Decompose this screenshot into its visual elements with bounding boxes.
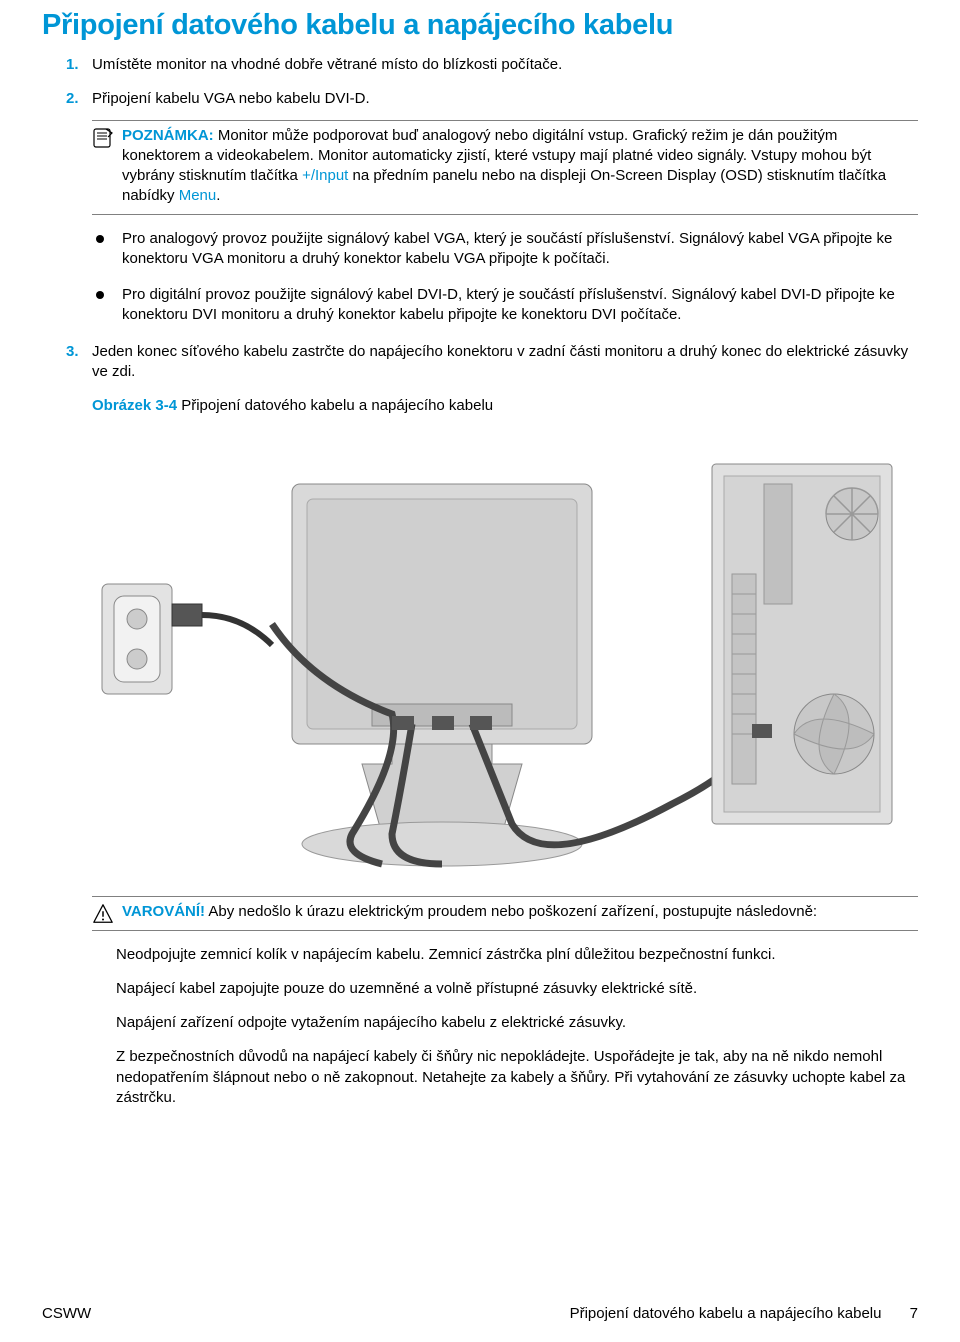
warning-icon [92,903,114,925]
figure-caption-text: Připojení datového kabelu a napájecího k… [177,397,493,414]
figure-caption: Obrázek 3-4 Připojení datového kabelu a … [92,396,918,416]
step-list: 1. Umístěte monitor na vhodné dobře větr… [42,55,918,1108]
figure-ref: Obrázek 3-4 [92,397,177,414]
step-text: Jeden konec síťového kabelu zastrčte do … [92,343,908,380]
bullet-dvi: Pro digitální provoz použijte signálový … [92,285,918,326]
warning-para: Napájecí kabel zapojujte pouze do uzemně… [116,979,918,999]
menu-button-ref: Menu [179,187,217,204]
warning-para: Z bezpečnostních důvodů na napájecí kabe… [116,1047,918,1108]
warning-para: Neodpojujte zemnicí kolík v napájecím ka… [116,945,918,965]
step-2: 2. Připojení kabelu VGA nebo kabelu DVI-… [66,89,918,325]
note-text: . [216,187,220,204]
note-icon [92,127,114,149]
footer-section-title: Připojení datového kabelu a napájecího k… [570,1305,882,1322]
bullet-vga: Pro analogový provoz použijte signálový … [92,229,918,270]
warning-lead: VAROVÁNÍ! Aby nedošlo k úrazu elektrický… [122,902,918,922]
sub-bullet-list: Pro analogový provoz použijte signálový … [92,229,918,326]
page-footer: CSWW Připojení datového kabelu a napájec… [0,1304,960,1324]
step-text: Umístěte monitor na vhodné dobře větrané… [92,56,562,73]
warning-para: Napájení zařízení odpojte vytažením napá… [116,1013,918,1033]
figure-illustration [92,424,912,884]
note-label: POZNÁMKA: [122,127,214,144]
note-box: POZNÁMKA: Monitor může podporovat buď an… [92,120,918,215]
warning-label: VAROVÁNÍ! [122,903,205,920]
footer-right: Připojení datového kabelu a napájecího k… [570,1304,918,1324]
step-number: 1. [66,55,79,75]
page-title: Připojení datového kabelu a napájecího k… [42,6,918,45]
page-number: 7 [910,1305,918,1322]
input-button-ref: +/Input [302,167,348,184]
note-paragraph: POZNÁMKA: Monitor může podporovat buď an… [122,126,918,207]
step-3: 3. Jeden konec síťového kabelu zastrčte … [66,342,918,1109]
step-number: 2. [66,89,79,109]
footer-left: CSWW [42,1304,91,1324]
warning-body: Neodpojujte zemnicí kolík v napájecím ka… [92,945,918,1109]
step-number: 3. [66,342,79,362]
step-1: 1. Umístěte monitor na vhodné dobře větr… [66,55,918,75]
step-text: Připojení kabelu VGA nebo kabelu DVI-D. [92,90,370,107]
warning-lead-text: Aby nedošlo k úrazu elektrickým proudem … [205,903,817,920]
warning-box: VAROVÁNÍ! Aby nedošlo k úrazu elektrický… [92,896,918,930]
